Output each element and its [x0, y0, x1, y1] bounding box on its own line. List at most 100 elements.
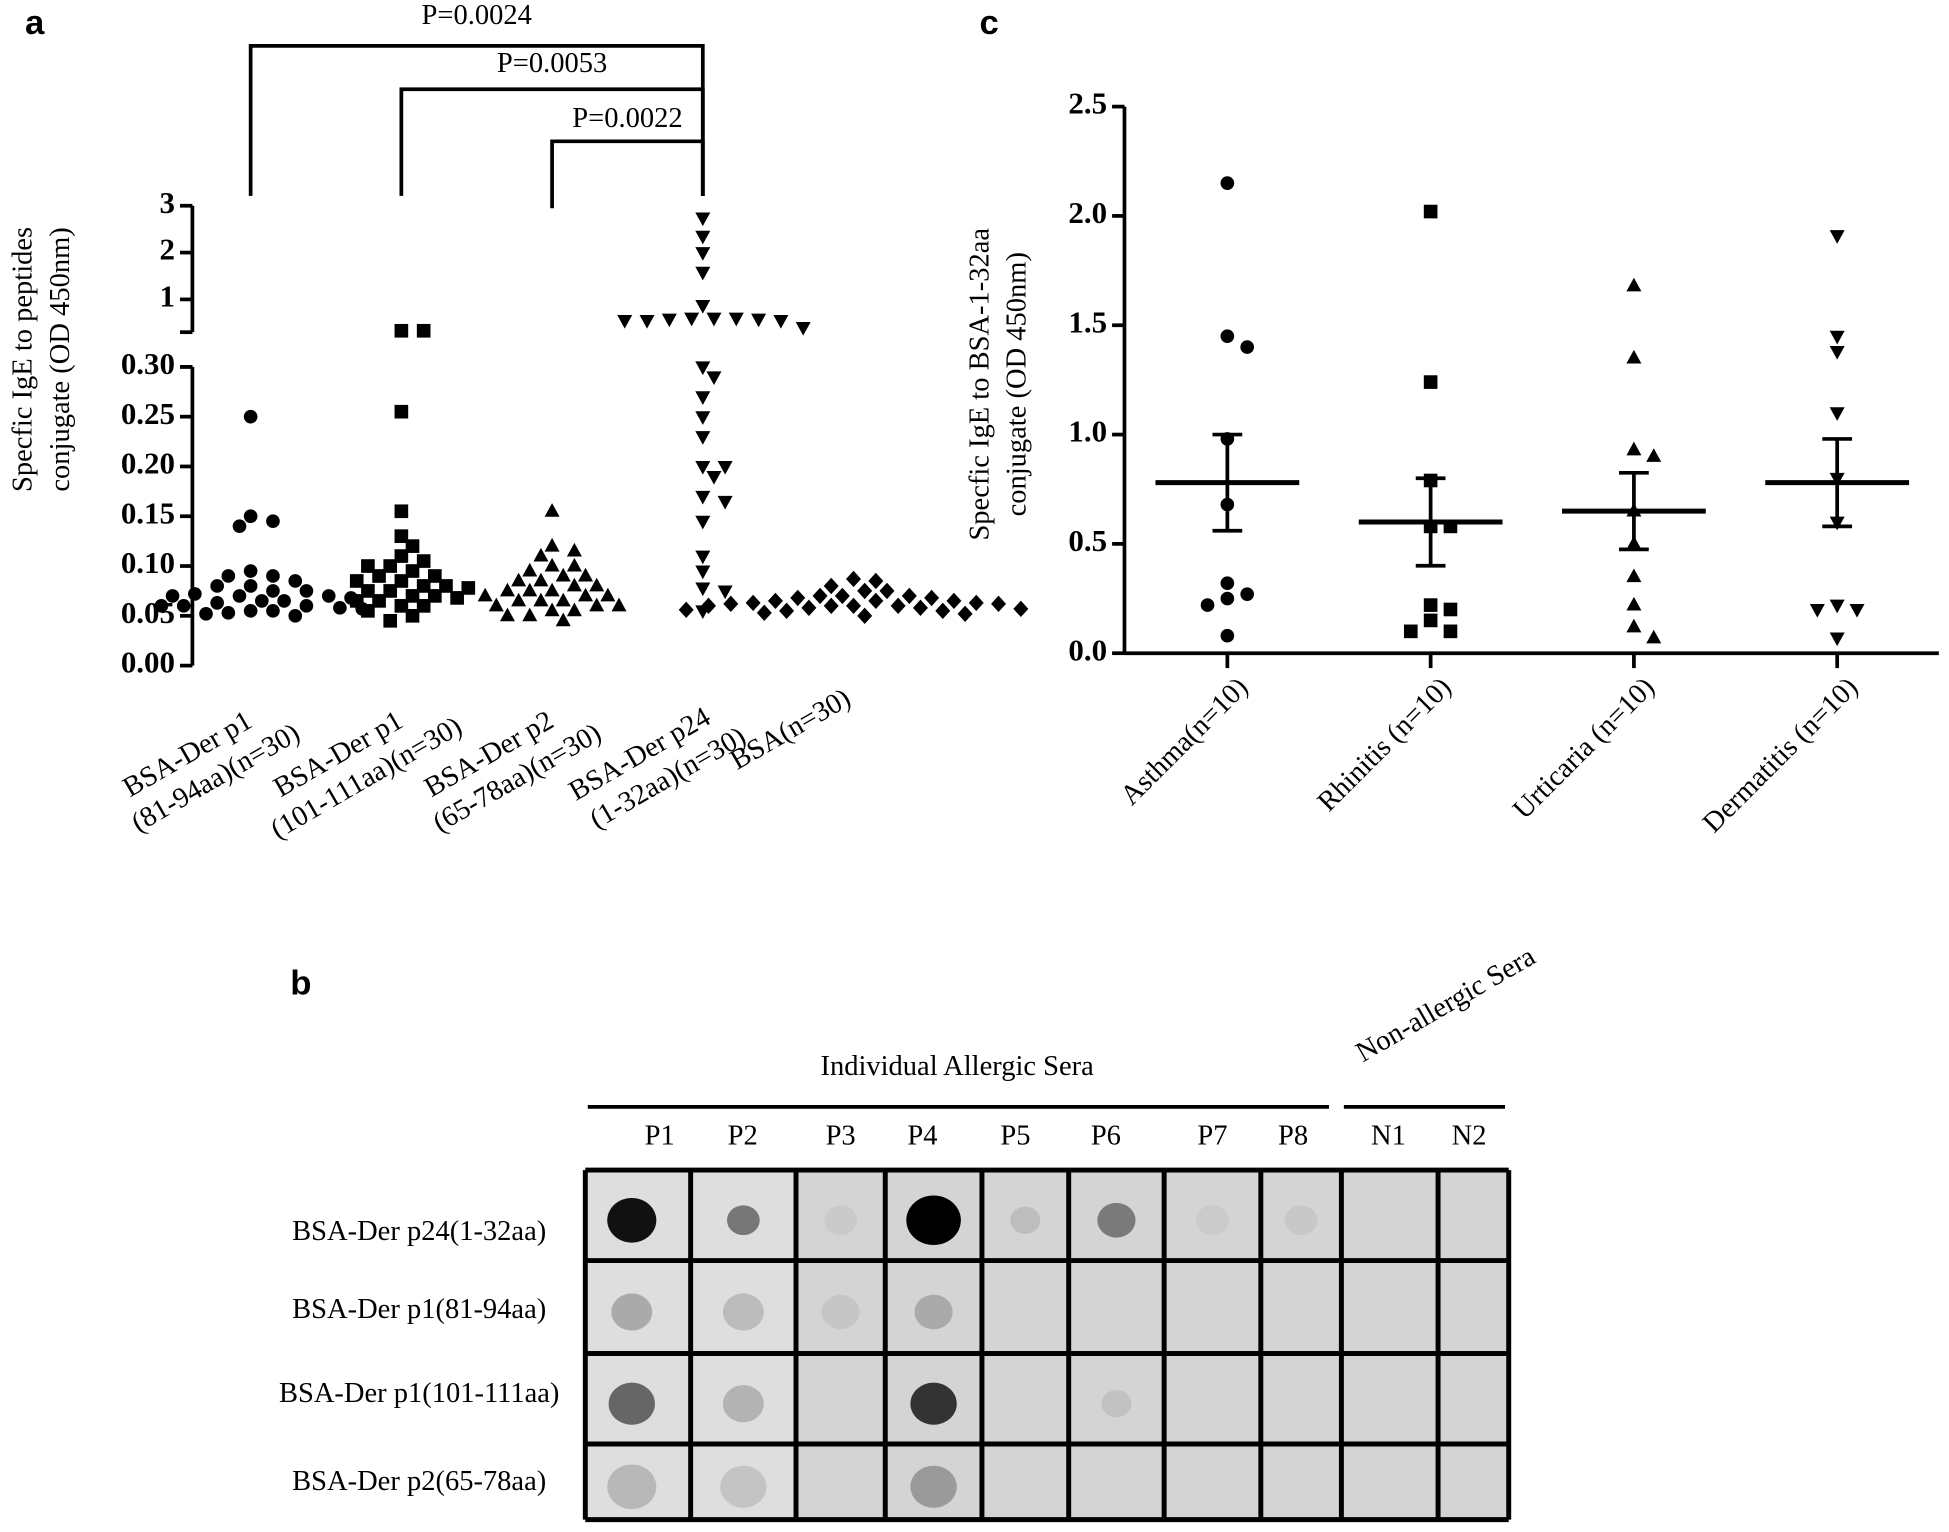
point: [695, 411, 711, 425]
point: [288, 608, 303, 623]
point: [277, 594, 291, 608]
point: [589, 577, 605, 592]
point: [678, 601, 694, 619]
point: [946, 592, 962, 610]
point: [221, 606, 236, 620]
y-tick-label: 0.30: [121, 346, 175, 381]
point: [299, 584, 314, 598]
column-label: P2: [728, 1120, 758, 1151]
row-label: BSA-Der p1(101-111aa): [279, 1378, 559, 1409]
point: [544, 557, 560, 572]
blot-spot: [824, 1205, 857, 1236]
point: [695, 550, 711, 565]
point: [394, 323, 409, 338]
y-tick-label: 0.5: [1068, 523, 1107, 558]
column-label: P1: [645, 1120, 675, 1151]
x-tick-label-line: BSA(n=30): [725, 683, 856, 776]
point: [522, 562, 538, 577]
point: [333, 601, 347, 615]
point: [639, 315, 655, 329]
point: [1626, 596, 1642, 611]
point: [266, 604, 280, 618]
column-label: P6: [1091, 1120, 1121, 1151]
point: [1220, 329, 1235, 343]
point: [533, 572, 549, 587]
point: [1829, 632, 1845, 647]
x-tick-label: Rhinitis (n=10): [1312, 672, 1458, 818]
point: [695, 361, 711, 376]
point: [199, 607, 213, 621]
point: [383, 559, 398, 573]
group-label: Individual Allergic Sera: [820, 1051, 1094, 1082]
y-tick-label: 0.20: [121, 446, 175, 481]
y-tick-label: 1: [160, 279, 175, 314]
point: [221, 569, 236, 583]
point: [846, 597, 862, 615]
blot-spot: [722, 1293, 764, 1331]
point: [361, 604, 375, 618]
p-value: P=0.0024: [422, 0, 532, 31]
point: [706, 312, 722, 327]
point: [1240, 340, 1255, 354]
p-value: P=0.0053: [497, 48, 607, 79]
point: [1829, 230, 1845, 244]
point: [695, 565, 711, 580]
point: [372, 594, 386, 608]
point: [857, 607, 873, 624]
point: [522, 607, 538, 622]
blot-spot: [720, 1465, 767, 1508]
point: [695, 431, 711, 445]
row-label: BSA-Der p1(81-94aa): [292, 1294, 546, 1325]
point: [394, 504, 409, 519]
point: [717, 461, 733, 475]
point: [1013, 600, 1029, 618]
point: [499, 607, 515, 622]
point: [695, 582, 711, 597]
blot-spot: [1101, 1390, 1132, 1418]
point: [405, 539, 420, 553]
blot-spot: [726, 1205, 760, 1236]
point: [1220, 591, 1235, 606]
blot-spot: [722, 1385, 764, 1423]
row-label: BSA-Der p2(65-78aa): [292, 1466, 546, 1497]
point: [1200, 598, 1215, 612]
point: [779, 602, 795, 620]
point: [957, 605, 973, 623]
point: [991, 595, 1007, 613]
point: [450, 591, 464, 605]
point: [935, 602, 951, 620]
point: [1626, 277, 1642, 292]
blot-spot: [1010, 1206, 1041, 1234]
point: [405, 564, 420, 578]
group-label: Non-allergic Sera: [1351, 941, 1541, 1069]
point: [488, 597, 504, 612]
point: [857, 582, 873, 600]
point: [868, 572, 884, 590]
y-tick-label: 2.0: [1068, 195, 1107, 230]
point: [823, 597, 839, 615]
y-tick-label: 1.5: [1068, 304, 1107, 339]
point: [232, 589, 247, 603]
point: [1646, 629, 1662, 644]
column-label: N2: [1452, 1120, 1487, 1151]
point: [1829, 407, 1845, 421]
point: [1809, 604, 1825, 618]
point: [499, 582, 515, 597]
point: [1646, 448, 1662, 462]
point: [890, 597, 906, 615]
point: [544, 602, 560, 617]
point: [968, 594, 984, 612]
point: [767, 592, 783, 610]
point: [1849, 604, 1865, 618]
panel-label: c: [979, 4, 998, 42]
point: [210, 596, 224, 610]
y-tick-label: 2.5: [1068, 86, 1107, 121]
blot-spot: [914, 1294, 953, 1330]
point: [176, 599, 191, 613]
point: [1829, 346, 1845, 360]
point: [566, 602, 582, 617]
point: [266, 514, 280, 529]
point: [544, 582, 560, 597]
point: [1423, 204, 1438, 219]
point: [383, 613, 398, 628]
